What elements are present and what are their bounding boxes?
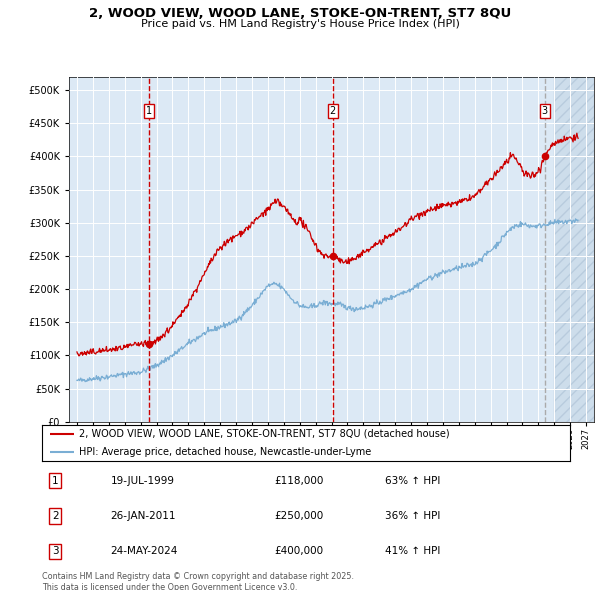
Text: 24-MAY-2024: 24-MAY-2024 (110, 546, 178, 556)
Text: 3: 3 (52, 546, 59, 556)
Text: £250,000: £250,000 (274, 511, 323, 521)
Text: 3: 3 (542, 106, 548, 116)
Text: 26-JAN-2011: 26-JAN-2011 (110, 511, 176, 521)
Text: HPI: Average price, detached house, Newcastle-under-Lyme: HPI: Average price, detached house, Newc… (79, 447, 371, 457)
Text: 1: 1 (146, 106, 152, 116)
Text: 63% ↑ HPI: 63% ↑ HPI (385, 476, 440, 486)
Text: £118,000: £118,000 (274, 476, 323, 486)
Text: Price paid vs. HM Land Registry's House Price Index (HPI): Price paid vs. HM Land Registry's House … (140, 19, 460, 29)
Text: Contains HM Land Registry data © Crown copyright and database right 2025.
This d: Contains HM Land Registry data © Crown c… (42, 572, 354, 590)
Text: 2, WOOD VIEW, WOOD LANE, STOKE-ON-TRENT, ST7 8QU: 2, WOOD VIEW, WOOD LANE, STOKE-ON-TRENT,… (89, 7, 511, 20)
Text: 2: 2 (52, 511, 59, 521)
Text: 41% ↑ HPI: 41% ↑ HPI (385, 546, 440, 556)
Text: 36% ↑ HPI: 36% ↑ HPI (385, 511, 440, 521)
Text: 2, WOOD VIEW, WOOD LANE, STOKE-ON-TRENT, ST7 8QU (detached house): 2, WOOD VIEW, WOOD LANE, STOKE-ON-TRENT,… (79, 429, 449, 439)
Text: £400,000: £400,000 (274, 546, 323, 556)
Text: 1: 1 (52, 476, 59, 486)
Bar (554, 77, 594, 422)
Text: 19-JUL-1999: 19-JUL-1999 (110, 476, 175, 486)
Text: 2: 2 (329, 106, 336, 116)
